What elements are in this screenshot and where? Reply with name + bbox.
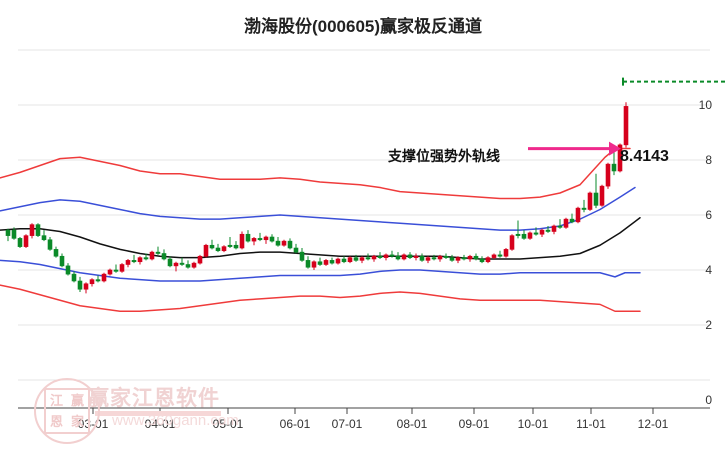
annotation-arrow: [528, 141, 621, 156]
watermark-url: www.360gann.com: [112, 412, 239, 429]
svg-text:0: 0: [705, 393, 712, 407]
svg-text:11-01: 11-01: [576, 417, 606, 431]
svg-text:6: 6: [705, 208, 712, 222]
svg-text:08-01: 08-01: [397, 417, 428, 431]
svg-text:07-01: 07-01: [332, 417, 363, 431]
seal-char-4: 家: [70, 414, 84, 429]
svg-text:09-01: 09-01: [459, 417, 490, 431]
support-price-value: 8.4143: [620, 148, 669, 165]
seal-char-2: 赢: [70, 393, 84, 408]
channel-bands: [0, 147, 641, 312]
svg-text:05-01: 05-01: [213, 417, 244, 431]
svg-text:8: 8: [705, 153, 712, 167]
support-line-annotation-label: 支撑位强势外轨线: [388, 148, 500, 164]
y-axis-ticks: 2 4 6 8 10 0: [699, 98, 713, 407]
watermark-brand: 赢家江恩软件: [88, 387, 220, 410]
watermark-seal-inner: 江 赢 恩 家: [44, 388, 90, 434]
grid-lines: [18, 49, 710, 381]
svg-text:2: 2: [705, 318, 712, 332]
svg-text:12-01: 12-01: [638, 417, 669, 431]
svg-text:04-01: 04-01: [145, 417, 176, 431]
candlestick-series: [5, 102, 629, 294]
seal-char-3: 恩: [49, 414, 63, 429]
seal-char-1: 江: [49, 393, 63, 408]
svg-text:4: 4: [705, 263, 712, 277]
svg-text:06-01: 06-01: [280, 417, 311, 431]
page-title: 渤海股份(000605)赢家极反通道: [243, 17, 483, 36]
watermark-seal-icon: 江 赢 恩 家: [34, 378, 100, 444]
svg-text:10: 10: [699, 98, 713, 112]
svg-text:10-01: 10-01: [518, 417, 549, 431]
target-price-line: [622, 77, 726, 86]
